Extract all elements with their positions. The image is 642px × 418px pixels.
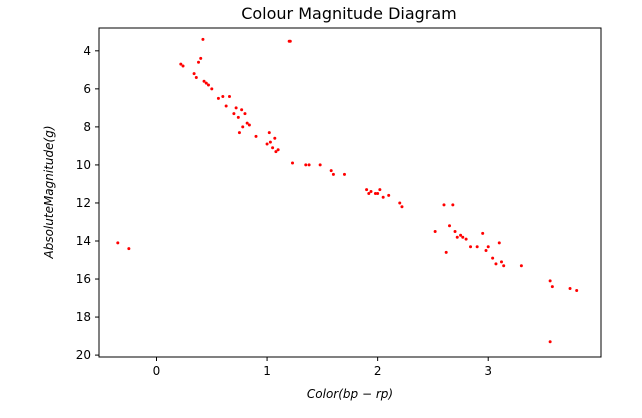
data-point <box>367 191 371 195</box>
data-point <box>268 140 272 144</box>
data-point <box>433 229 437 233</box>
data-point <box>494 262 498 266</box>
data-point <box>245 121 249 125</box>
data-point <box>381 195 385 199</box>
data-point <box>274 150 278 154</box>
x-tick-label: 1 <box>263 364 271 378</box>
y-tick-label: 10 <box>76 158 91 172</box>
data-point <box>224 104 228 108</box>
data-point <box>221 94 225 98</box>
data-point <box>267 131 271 135</box>
data-point <box>194 75 198 79</box>
y-tick-label: 8 <box>83 120 91 134</box>
data-point <box>459 233 463 237</box>
data-point <box>247 123 251 127</box>
data-point <box>237 131 241 135</box>
data-point <box>291 161 295 165</box>
y-tick-label: 4 <box>83 44 91 58</box>
data-point <box>254 134 258 138</box>
y-tick-label: 14 <box>76 234 91 248</box>
data-point <box>206 83 210 87</box>
data-point <box>241 125 245 129</box>
data-point <box>486 245 490 249</box>
data-point <box>271 146 275 150</box>
data-point <box>199 56 203 60</box>
data-point <box>273 136 277 140</box>
data-point <box>469 245 473 249</box>
data-point <box>216 96 220 100</box>
data-point <box>236 115 240 119</box>
data-point <box>481 231 485 235</box>
data-point <box>461 235 465 239</box>
data-points <box>116 37 579 344</box>
plot-frame <box>98 27 602 358</box>
data-point <box>548 279 552 283</box>
data-point <box>484 249 488 253</box>
data-point <box>197 60 201 64</box>
data-point <box>179 62 183 66</box>
data-point <box>234 106 238 110</box>
data-point <box>288 39 292 43</box>
data-point <box>448 224 452 228</box>
x-tick-label: 2 <box>374 364 382 378</box>
data-point <box>373 191 377 195</box>
data-point <box>475 245 479 249</box>
data-point <box>240 108 244 112</box>
y-tick-label: 20 <box>76 348 91 362</box>
data-point <box>181 64 185 68</box>
data-point <box>502 264 506 268</box>
y-axis: 4 6 8 10 12 14 16 18 20 <box>76 44 99 362</box>
data-point <box>453 229 457 233</box>
data-point <box>444 250 448 254</box>
data-point <box>210 87 214 91</box>
y-tick-label: 16 <box>76 272 91 286</box>
data-point <box>497 241 501 245</box>
data-point <box>398 201 402 205</box>
data-point <box>376 191 380 195</box>
data-point <box>329 169 333 173</box>
data-point <box>232 112 236 116</box>
data-point <box>116 241 120 245</box>
data-point <box>387 193 391 197</box>
chart-title: Colour Magnitude Diagram <box>241 4 457 23</box>
y-tick-label: 6 <box>83 82 91 96</box>
data-point <box>499 260 503 264</box>
y-tick-label: 12 <box>76 196 91 210</box>
data-point <box>276 148 280 152</box>
y-axis-label: AbsoluteMagnitude(g) <box>42 125 56 259</box>
data-point <box>519 264 523 268</box>
data-point <box>455 235 459 239</box>
data-point <box>442 203 446 207</box>
data-point <box>201 37 205 41</box>
data-point <box>400 205 404 209</box>
data-point <box>227 94 231 98</box>
data-point <box>318 163 322 167</box>
data-point <box>202 79 206 83</box>
data-point <box>307 163 311 167</box>
x-tick-label: 3 <box>484 364 492 378</box>
data-point <box>491 256 495 260</box>
data-point <box>342 172 346 176</box>
x-axis-label: Color(bp − rp) <box>307 387 393 401</box>
data-point <box>548 340 552 344</box>
data-point <box>575 288 579 292</box>
data-point <box>243 112 247 116</box>
x-tick-label: 0 <box>153 364 161 378</box>
data-point <box>265 142 269 146</box>
data-point <box>127 247 131 251</box>
data-point <box>192 72 196 76</box>
data-point <box>464 237 468 241</box>
data-point <box>204 81 208 85</box>
data-point <box>331 172 335 176</box>
data-point <box>550 285 554 289</box>
data-point <box>304 163 308 167</box>
data-point <box>451 203 455 207</box>
data-point <box>365 188 369 192</box>
data-point <box>568 287 572 291</box>
x-axis: 0 1 2 3 <box>153 357 492 378</box>
data-point <box>378 188 382 192</box>
y-tick-label: 18 <box>76 310 91 324</box>
data-point <box>369 190 373 194</box>
